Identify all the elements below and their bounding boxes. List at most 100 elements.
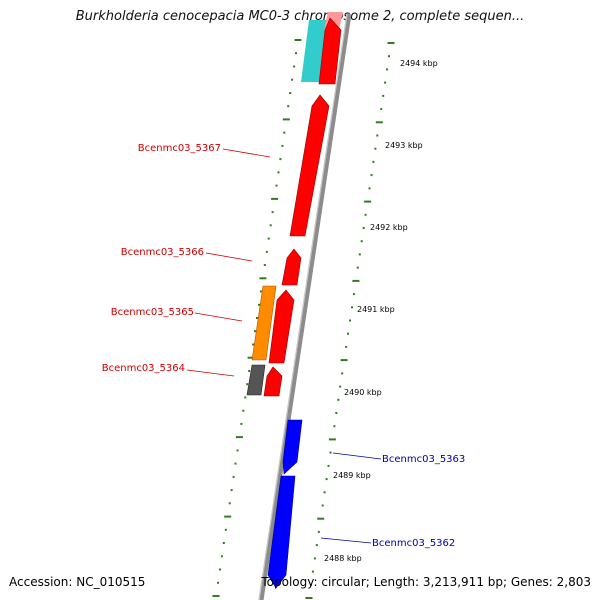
major-tick (247, 356, 255, 359)
minor-tick (265, 250, 268, 253)
minor-tick (271, 211, 274, 214)
minor-tick (283, 131, 286, 134)
minor-tick (259, 290, 262, 293)
minor-tick (360, 240, 363, 243)
minor-tick (281, 144, 284, 147)
minor-tick (218, 568, 221, 571)
gene-bcenmc03-5368[interactable] (318, 17, 342, 85)
major-tick (305, 597, 313, 599)
gene-label-5362[interactable]: Bcenmc03_5362 (372, 538, 455, 549)
scale-label-2489: 2489 kbp (333, 471, 371, 480)
minor-tick (242, 409, 245, 412)
minor-tick (277, 171, 280, 174)
minor-tick (351, 306, 353, 309)
gene-bcenmc03-5367[interactable] (289, 94, 330, 237)
minor-tick (230, 489, 233, 492)
inner-tick-track (305, 42, 395, 599)
major-tick (235, 436, 243, 439)
outer-tick-track (212, 39, 302, 597)
minor-tick (217, 581, 219, 584)
minor-tick (386, 68, 389, 71)
gene-bcenmc03-5366[interactable] (281, 248, 302, 286)
gene-bcenmc03-5364-gray[interactable] (246, 364, 266, 396)
gene-bcenmc03-5365-orange[interactable] (251, 285, 277, 361)
minor-tick (317, 530, 320, 533)
leader-line-5365 (194, 312, 243, 322)
scale-label-2493: 2493 kbp (385, 141, 423, 150)
major-tick (387, 42, 395, 44)
minor-tick (224, 528, 227, 531)
gene-bcenmc03-5363[interactable] (282, 419, 303, 475)
minor-tick (349, 319, 351, 322)
minor-tick (291, 78, 294, 81)
minor-tick (248, 370, 251, 372)
backbone-highlight (258, 13, 348, 600)
major-tick (282, 118, 290, 121)
leader-line-5364 (186, 369, 235, 377)
minor-tick (236, 449, 239, 452)
major-tick (340, 359, 348, 362)
major-tick (328, 438, 336, 441)
minor-tick (347, 332, 349, 335)
minor-tick (341, 372, 344, 375)
minor-tick (329, 451, 332, 454)
scale-label-2488: 2488 kbp (324, 554, 362, 563)
gene-label-5364[interactable]: Bcenmc03_5364 (102, 363, 185, 374)
minor-tick (325, 478, 328, 481)
minor-tick (337, 398, 340, 401)
minor-tick (364, 213, 367, 216)
minor-tick (372, 160, 375, 163)
minor-tick (339, 385, 342, 388)
minor-tick (313, 557, 316, 560)
major-tick (212, 595, 220, 597)
minor-tick (244, 396, 247, 399)
minor-tick (295, 52, 297, 55)
gene-bcenmc03-5364[interactable] (263, 366, 283, 397)
minor-tick (321, 504, 324, 507)
major-tick (317, 517, 325, 520)
minor-tick (256, 317, 258, 319)
minor-tick (222, 542, 225, 544)
minor-tick (269, 224, 272, 227)
minor-tick (293, 65, 296, 68)
major-tick (294, 39, 302, 41)
gene-label-5363[interactable]: Bcenmc03_5363 (382, 454, 465, 465)
minor-tick (370, 174, 373, 177)
minor-tick (380, 108, 383, 111)
gene-label-5366[interactable]: Bcenmc03_5366 (121, 247, 204, 258)
minor-tick (252, 343, 255, 346)
gene-label-5367[interactable]: Bcenmc03_5367 (138, 143, 221, 154)
minor-tick (315, 544, 318, 547)
minor-tick (234, 462, 237, 465)
minor-tick (279, 158, 282, 161)
minor-tick (287, 105, 290, 108)
cyan-feature (301, 20, 327, 82)
page-title: Burkholderia cenocepacia MC0-3 chromosom… (75, 9, 525, 24)
minor-tick (258, 303, 260, 306)
minor-tick (352, 293, 355, 296)
chromosome-backbone (258, 13, 352, 600)
major-tick (259, 277, 267, 280)
minor-tick (368, 187, 371, 190)
major-tick (364, 200, 372, 203)
minor-tick (240, 422, 243, 425)
major-tick (375, 121, 383, 124)
minor-tick (382, 94, 385, 97)
minor-tick (220, 555, 223, 558)
gene-bcenmc03-5365[interactable] (268, 289, 295, 364)
minor-tick (345, 345, 348, 348)
major-tick (271, 197, 279, 200)
leader-line-5362 (320, 537, 372, 544)
minor-tick (327, 464, 330, 467)
leader-line-5367 (222, 148, 271, 158)
minor-tick (335, 412, 338, 414)
gene-bcenmc03-5362[interactable] (267, 475, 296, 589)
major-tick (224, 515, 232, 518)
minor-tick (246, 383, 249, 386)
gene-label-5365[interactable]: Bcenmc03_5365 (111, 307, 194, 318)
minor-tick (232, 475, 235, 478)
minor-tick (374, 147, 377, 150)
minor-tick (254, 330, 256, 333)
minor-tick (356, 266, 359, 269)
